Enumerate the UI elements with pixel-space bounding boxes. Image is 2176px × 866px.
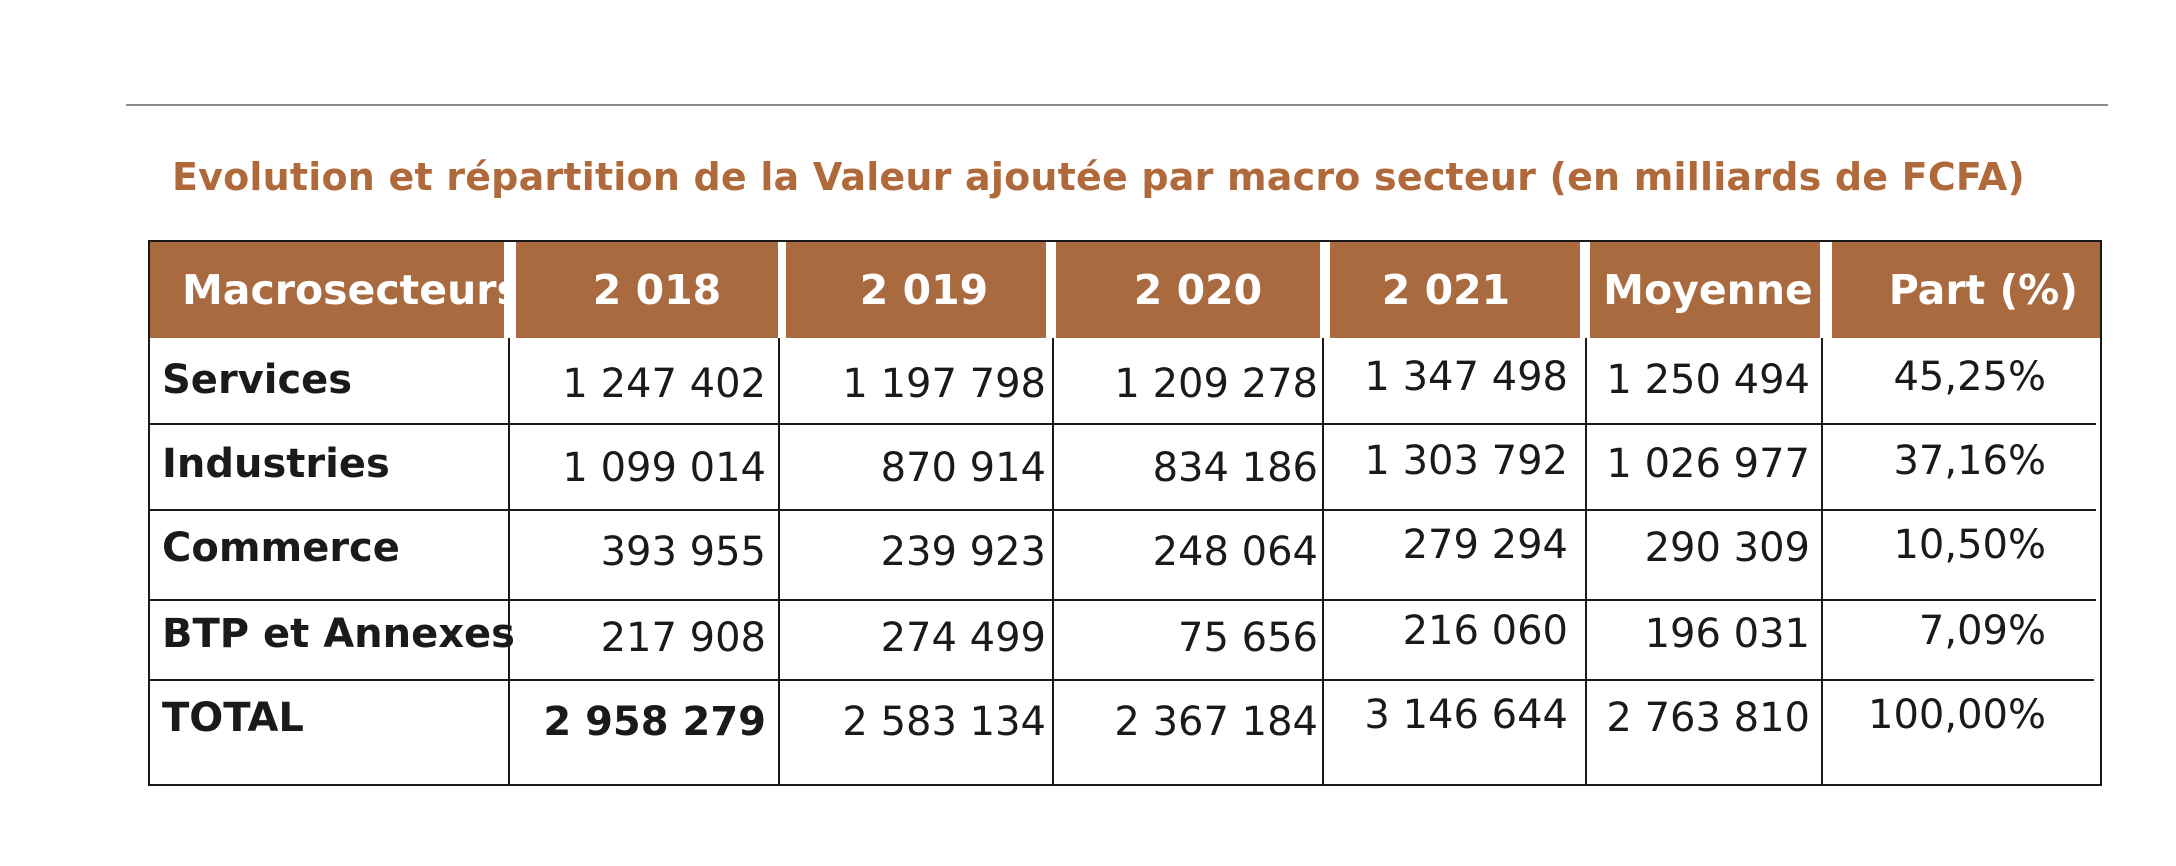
table-cell: 2 763 810	[1606, 695, 1810, 741]
table-cell: 1 197 798	[842, 361, 1046, 407]
table-cell: 290 309	[1644, 525, 1810, 571]
col-divider	[778, 338, 780, 784]
col-divider	[1821, 338, 1823, 784]
header-2021: 2 021	[1330, 242, 1580, 338]
table-cell: 217 908	[600, 615, 766, 661]
row-divider	[150, 599, 2096, 601]
table-cell: 1 026 977	[1606, 441, 1810, 487]
row-label-btp: BTP et Annexes	[162, 611, 515, 657]
table-cell: 274 499	[880, 615, 1046, 661]
table-cell: 239 923	[880, 529, 1046, 575]
table-cell: 100,00%	[1868, 692, 2046, 738]
row-label-industries: Industries	[162, 441, 390, 487]
table-cell: 393 955	[600, 529, 766, 575]
header-part: Part (%)	[1832, 242, 2100, 338]
table-cell: 10,50%	[1893, 522, 2046, 568]
header-2018: 2 018	[516, 242, 778, 338]
table-cell: 1 303 792	[1364, 438, 1568, 484]
header-macrosecteurs: Macrosecteurs	[150, 242, 521, 338]
total-2018-cell: 2 958 279	[543, 699, 766, 745]
row-label-commerce: Commerce	[162, 525, 400, 571]
row-divider	[150, 509, 2096, 511]
header-2020: 2 020	[1056, 242, 1320, 338]
table-cell: 3 146 644	[1364, 692, 1568, 738]
row-divider	[150, 679, 2094, 681]
row-label-services: Services	[162, 357, 353, 403]
top-divider	[126, 104, 2108, 106]
value-added-table: Macrosecteurs 2 018 2 019 2 020 2 021 Mo…	[148, 240, 2102, 786]
col-divider	[1322, 338, 1324, 784]
row-divider	[150, 423, 2096, 425]
table-cell: 1 209 278	[1114, 361, 1318, 407]
table-cell: 216 060	[1402, 608, 1568, 654]
table-cell: 2 583 134	[842, 699, 1046, 745]
table-cell: 1 250 494	[1606, 357, 1810, 403]
col-divider	[1052, 338, 1054, 784]
row-label-total: TOTAL	[162, 695, 304, 741]
table-cell: 834 186	[1152, 445, 1318, 491]
table-cell: 248 064	[1152, 529, 1318, 575]
col-divider	[508, 338, 510, 784]
header-2019: 2 019	[786, 242, 1046, 338]
table-cell: 45,25%	[1893, 354, 2046, 400]
table-cell: 279 294	[1402, 522, 1568, 568]
table-cell: 37,16%	[1893, 438, 2046, 484]
table-cell: 1 099 014	[562, 445, 766, 491]
table-cell: 75 656	[1178, 615, 1318, 661]
header-moyenne: Moyenne	[1590, 242, 1820, 338]
table-cell: 1 247 402	[562, 361, 766, 407]
table-cell: 2 367 184	[1114, 699, 1318, 745]
table-cell: 1 347 498	[1364, 354, 1568, 400]
table-cell: 196 031	[1644, 611, 1810, 657]
col-divider	[1585, 338, 1587, 784]
table-title: Evolution et répartition de la Valeur aj…	[172, 155, 2025, 199]
table-cell: 870 914	[880, 445, 1046, 491]
table-cell: 7,09%	[1918, 608, 2046, 654]
